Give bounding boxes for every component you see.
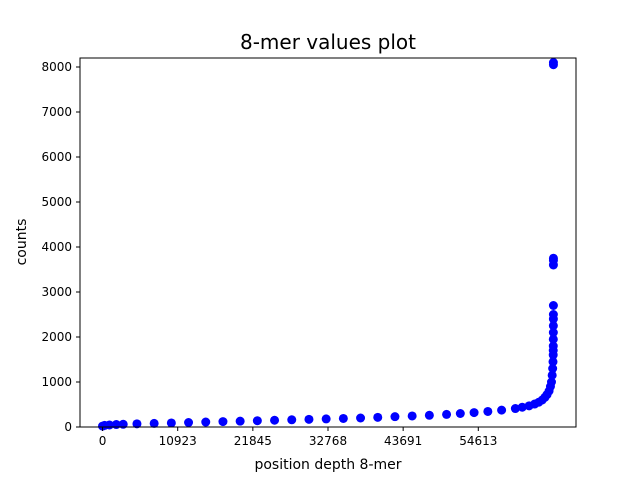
- x-axis-ticks: 0 10923 21845 32768 43691 54613: [99, 427, 497, 448]
- data-point: [469, 408, 479, 418]
- data-point: [510, 404, 520, 414]
- y-tick-label: 3000: [41, 285, 72, 299]
- data-point: [235, 416, 245, 426]
- data-point: [497, 405, 507, 415]
- plot-frame: [79, 57, 577, 428]
- y-tick-label: 2000: [41, 330, 72, 344]
- data-point: [548, 301, 558, 310]
- data-point: [304, 414, 314, 424]
- data-point: [373, 412, 383, 422]
- y-tick-label: 1000: [41, 375, 72, 389]
- y-tick-label: 0: [64, 420, 72, 434]
- y-tick-label: 5000: [41, 195, 72, 209]
- data-point: [424, 410, 434, 420]
- y-axis-label: counts: [14, 219, 30, 266]
- y-tick-label: 6000: [41, 150, 72, 164]
- data-point: [390, 412, 400, 422]
- data-point: [287, 415, 297, 425]
- data-point: [132, 419, 142, 429]
- x-tick-label: 0: [99, 434, 107, 448]
- x-axis-label: position depth 8-mer: [254, 457, 401, 473]
- x-tick-label: 43691: [384, 434, 422, 448]
- data-point: [546, 377, 556, 387]
- data-point: [483, 406, 493, 416]
- data-point: [548, 334, 558, 344]
- points-layer: [98, 58, 558, 431]
- data-point: [547, 370, 557, 380]
- y-tick-label: 8000: [41, 60, 72, 74]
- data-point: [201, 417, 211, 427]
- data-point: [548, 321, 558, 331]
- data-point: [149, 418, 159, 428]
- x-tick-label: 32768: [309, 434, 347, 448]
- x-tick-label: 21845: [234, 434, 272, 448]
- data-point: [270, 415, 280, 425]
- x-tick-label: 54613: [459, 434, 497, 448]
- data-point: [548, 310, 558, 319]
- data-point: [517, 402, 527, 412]
- data-point: [407, 411, 417, 421]
- data-point: [338, 413, 348, 423]
- data-point: [166, 418, 176, 428]
- y-tick-label: 7000: [41, 105, 72, 119]
- data-point: [548, 253, 558, 263]
- x-tick-label: 10923: [159, 434, 197, 448]
- data-point: [321, 414, 331, 424]
- data-point: [356, 413, 366, 423]
- chart-title: 8-mer values plot: [240, 30, 416, 54]
- data-point: [548, 328, 558, 337]
- data-point: [548, 58, 558, 67]
- y-axis-ticks: 0 1000 2000 3000 4000 5000 6000 7000 8000: [41, 60, 80, 434]
- data-point: [218, 417, 228, 427]
- y-tick-label: 4000: [41, 240, 72, 254]
- data-point: [548, 341, 558, 351]
- data-point: [548, 357, 558, 367]
- data-point: [252, 416, 262, 426]
- data-point: [455, 409, 465, 418]
- data-point: [548, 364, 558, 373]
- data-point: [184, 418, 194, 427]
- data-point: [442, 409, 452, 419]
